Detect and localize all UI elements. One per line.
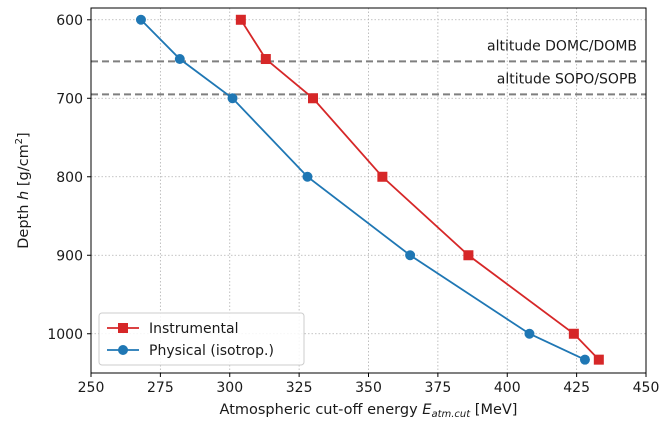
y-tick-label: 900 [56,248,83,264]
y-tick-label: 600 [56,13,83,29]
data-point [308,93,318,104]
legend-marker [118,323,128,333]
reference-line-label: altitude DOMC/DOMB [487,38,637,54]
data-point [579,354,590,365]
x-tick-label: 425 [563,380,590,396]
x-tick-label: 300 [216,380,243,396]
reference-line-label: altitude SOPO/SOPB [497,71,637,87]
legend-box [98,312,305,366]
y-tick-label: 700 [56,91,83,107]
grid-lines [91,8,646,373]
x-tick-label: 275 [147,380,174,396]
data-point [135,14,146,25]
data-point [463,250,474,261]
data-point [377,171,388,182]
y-tick-label: 1000 [47,327,83,343]
legend-label: Physical (isotrop.) [149,343,274,359]
series-layer [135,14,604,365]
x-axis-label: Atmospheric cut-off energy Eatm.cut [MeV… [220,402,518,420]
data-point [524,328,535,339]
x-tick-label: 450 [633,380,660,396]
data-point [260,54,271,65]
series-2 [135,14,590,365]
data-point [235,14,246,25]
legend-item: Physical (isotrop.) [107,343,274,359]
data-point [593,354,604,365]
x-tick-label: 325 [286,380,313,396]
series-1 [235,14,604,365]
x-tick-label: 400 [494,380,521,396]
data-point [568,328,579,339]
data-point [174,54,185,65]
data-point [302,171,313,182]
legend: Instrumental Physical (isotrop.) [98,312,305,366]
x-tick-label: 375 [425,380,452,396]
data-point [227,93,238,104]
x-tick-label: 250 [78,380,105,396]
x-tick-label: 350 [355,380,382,396]
legend-item: Instrumental [107,321,239,337]
legend-label: Instrumental [149,321,239,337]
data-point [405,250,416,261]
axis-ticks: 250 275 300 325 350 375 400 425 450 600 700 800 900 1… [47,13,659,396]
y-tick-label: 800 [56,170,83,186]
legend-marker [118,345,128,355]
y-axis-label: Depth h [g/cm2] [14,132,32,248]
